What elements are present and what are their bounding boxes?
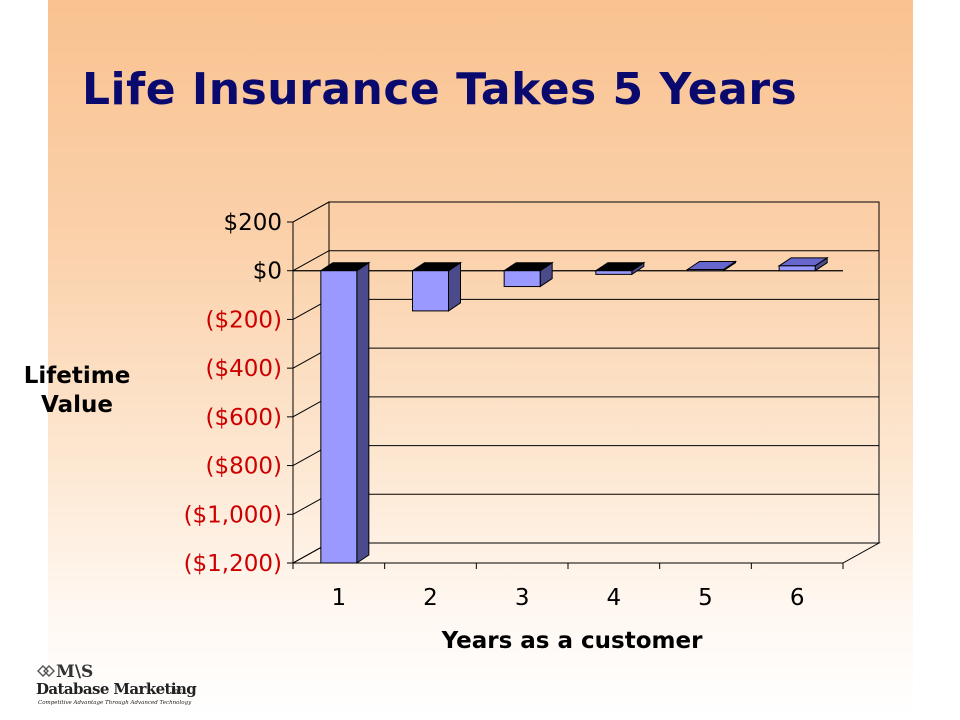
bar-1 [319, 261, 371, 564]
chart-labels: 1 2 3 4 5 6 Years as a customer Lifetime Value [24, 363, 805, 654]
bar-5 [685, 260, 738, 272]
y-tick-label: ($600) [206, 405, 282, 431]
logo-name: Database Marketing [36, 680, 197, 698]
chart-walls [291, 201, 881, 564]
x-tick-label: 4 [607, 585, 622, 611]
bar-front [687, 268, 724, 272]
y-tick-label: ($1,200) [184, 551, 282, 577]
bar-3 [502, 261, 554, 288]
bar-front [503, 270, 541, 288]
floor [291, 542, 881, 564]
y-axis-ticks: $200 $0 ($200) ($400) ($600) ($800) ($1,000) ($… [184, 210, 844, 577]
y-tick-label: ($200) [206, 307, 282, 333]
slide-title: Life Insurance Takes 5 Years [82, 64, 798, 115]
back-wall [328, 201, 880, 544]
slide-background [48, 0, 913, 720]
bar-6 [777, 256, 829, 272]
y-tick-label: ($1,000) [184, 502, 282, 528]
company-logo: M\S Database Marketing Inc. Competitive … [32, 662, 197, 714]
chart-gridlines [292, 201, 879, 564]
x-tick-label: 5 [698, 585, 713, 611]
bar-top [685, 260, 738, 270]
bar-2 [410, 261, 463, 312]
x-axis-title: Years as a customer [441, 628, 704, 654]
bar-front [595, 270, 633, 275]
bar-front [778, 265, 816, 272]
x-tick-label: 6 [790, 585, 805, 611]
x-tick-label: 3 [515, 585, 530, 611]
y-axis-title: Lifetime Value [24, 363, 131, 418]
y-tick-label: ($400) [206, 356, 282, 382]
bar-side [356, 261, 370, 564]
chart-bars [319, 256, 829, 564]
gridline-side [292, 250, 330, 272]
x-tick-label: 1 [332, 585, 347, 611]
bar-front [320, 270, 358, 564]
bar-front [412, 270, 449, 312]
y-tick-label: ($800) [206, 454, 282, 480]
y-tick-label: $200 [223, 210, 282, 236]
logo-ms: M\S [56, 662, 94, 682]
gridline-side [292, 201, 330, 223]
bar-4 [594, 261, 646, 276]
logo-inc: Inc. [171, 687, 185, 695]
logo-tagline: Competitive Advantage Through Advanced T… [38, 700, 192, 706]
y-tick-label: $0 [253, 259, 282, 285]
x-tick-label: 2 [423, 585, 438, 611]
diamond-logo-icon [37, 665, 55, 677]
